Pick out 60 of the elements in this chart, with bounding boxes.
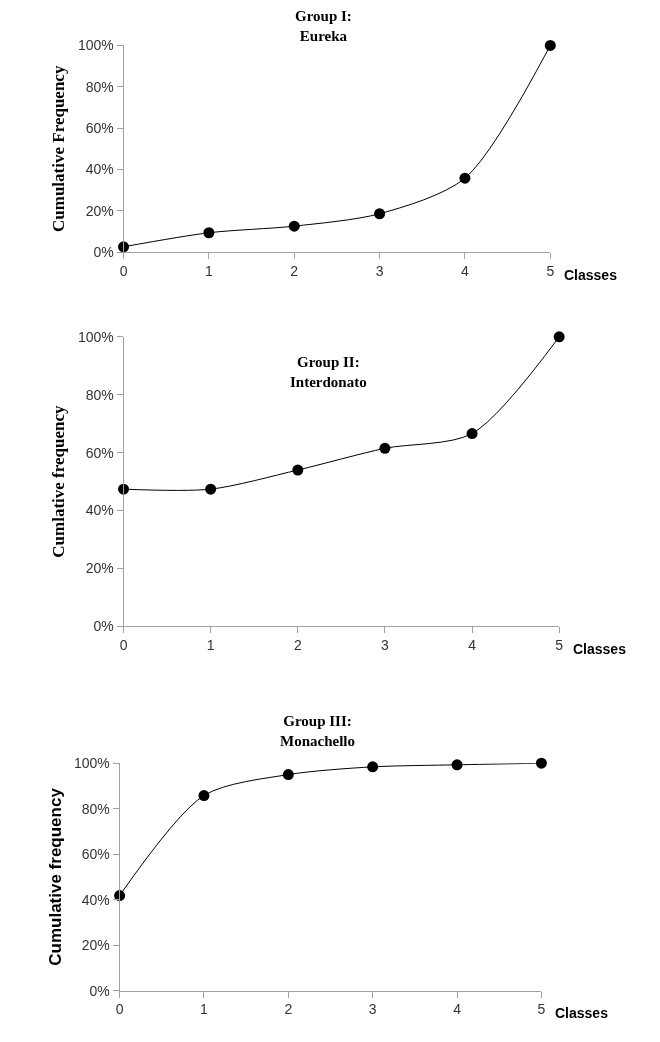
x-tick-label: 4 (453, 1001, 462, 1018)
x-tick-label: 5 (537, 1001, 546, 1018)
y-tick-label: 0% (93, 244, 114, 261)
y-axis-title: Cumulative Frequency (49, 65, 69, 232)
y-tick-label: 0% (89, 982, 110, 999)
x-axis-title: Classes (555, 1005, 609, 1021)
point (203, 227, 215, 239)
text: Group II: Interdonato (290, 354, 367, 390)
x-axis-title: Classes (573, 641, 627, 657)
point (282, 769, 294, 781)
x-tick-label: 1 (200, 1001, 209, 1018)
y-tick-label: 60% (81, 846, 110, 863)
point (379, 442, 391, 454)
point (466, 428, 478, 440)
x-tick-label: 1 (206, 637, 215, 654)
x-tick-label: 4 (461, 262, 470, 279)
y-axis-title: Cumlative frequency (49, 405, 69, 558)
x-tick-label: 0 (115, 1001, 124, 1018)
x-tick-label: 2 (293, 637, 302, 654)
y-axis-title: Cumulative frequency (45, 787, 65, 966)
x-tick-label: 3 (375, 262, 384, 279)
x-tick-label: 0 (119, 262, 128, 279)
y-tick-label: 100% (77, 328, 114, 345)
y-tick-label: 40% (85, 161, 114, 178)
x-tick-label: 3 (368, 1001, 377, 1018)
point (544, 39, 556, 51)
point (535, 757, 547, 769)
y-tick-label: 40% (81, 891, 110, 908)
y-tick-label: 20% (85, 202, 114, 219)
y-tick-label: 20% (85, 560, 114, 577)
x-tick-label: 4 (468, 637, 477, 654)
point (205, 483, 217, 495)
y-tick-label: 60% (85, 444, 114, 461)
point (459, 172, 471, 184)
y-tick-label: 0% (93, 618, 114, 635)
y-tick-label: 80% (85, 386, 114, 403)
x-tick-label: 3 (381, 637, 390, 654)
chart-title: Group III: Monachello (280, 713, 355, 749)
point (292, 464, 304, 476)
x-tick-label: 5 (546, 262, 555, 279)
x-axis-title: Classes (564, 267, 618, 283)
point (374, 208, 386, 220)
point (451, 759, 463, 771)
point (288, 220, 300, 232)
y-tick-label: 20% (81, 937, 110, 954)
y-tick-label: 40% (85, 502, 114, 519)
y-tick-label: 80% (81, 800, 110, 817)
point (553, 331, 565, 343)
x-tick-label: 2 (284, 1001, 293, 1018)
y-tick-label: 60% (85, 120, 114, 137)
x-tick-label: 2 (290, 262, 299, 279)
y-tick-label: 100% (73, 755, 110, 772)
chart-title: Group I: Eureka (295, 8, 352, 44)
y-tick-label: 80% (85, 78, 114, 95)
x-tick-label: 0 (119, 637, 128, 654)
point (198, 790, 210, 802)
y-tick-label: 100% (77, 37, 114, 54)
x-tick-label: 1 (204, 262, 213, 279)
point (367, 761, 379, 773)
x-tick-label: 5 (555, 637, 564, 654)
